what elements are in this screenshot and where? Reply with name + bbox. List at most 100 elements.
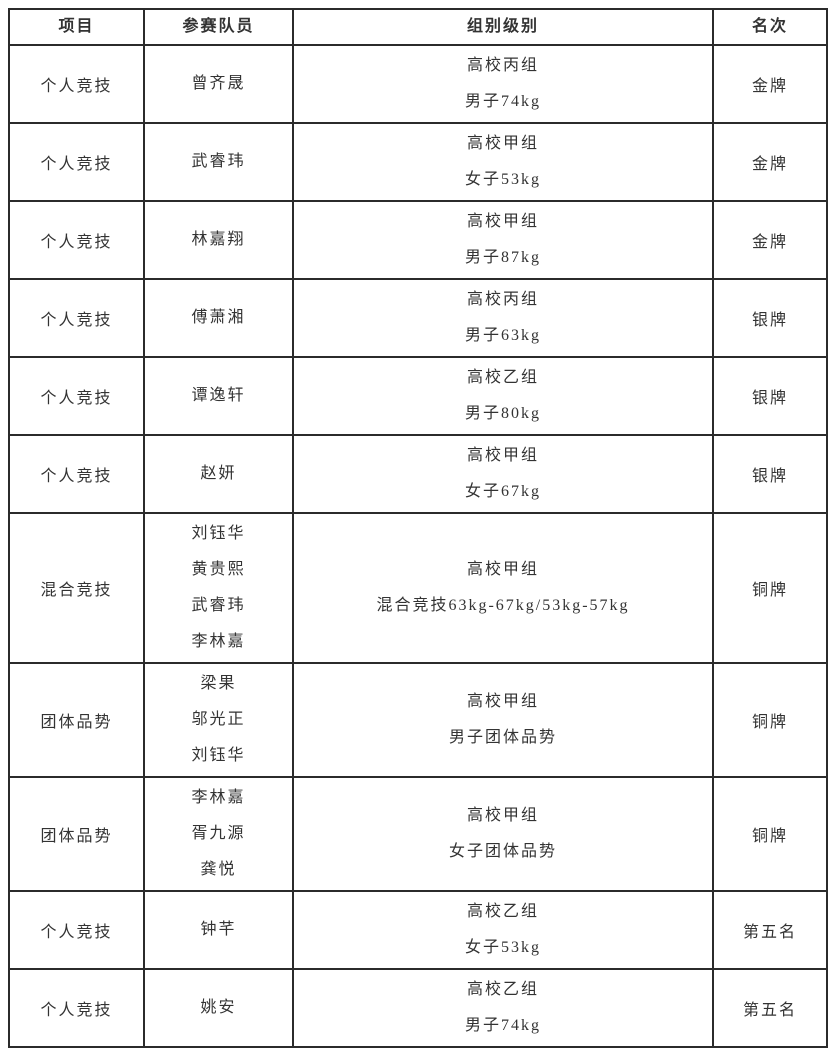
- event-cell: 个人竞技: [8, 200, 145, 280]
- group-cell: 高校丙组男子74kg: [292, 44, 714, 124]
- table-row: 个人竞技 姚安 高校乙组男子74kg 第五名: [8, 968, 828, 1048]
- rank-cell: 银牌: [712, 356, 828, 436]
- table-row: 个人竞技 谭逸轩 高校乙组男子80kg 银牌: [8, 356, 828, 436]
- members-cell: 梁果 邬光正 刘钰华: [143, 662, 294, 778]
- members-cell: 谭逸轩: [143, 356, 294, 436]
- header-event: 项目: [8, 8, 145, 46]
- members-cell: 钟芊: [143, 890, 294, 970]
- cell-line: 赵妍: [200, 465, 237, 482]
- cell-line: 男子74kg: [464, 93, 541, 110]
- cell-line: 李林嘉: [191, 789, 246, 806]
- rank-cell: 铜牌: [712, 662, 828, 778]
- members-cell: 姚安: [143, 968, 294, 1048]
- cell-line: 林嘉翔: [191, 231, 246, 248]
- cell-line: 女子53kg: [464, 171, 541, 188]
- event-cell: 个人竞技: [8, 890, 145, 970]
- cell-line: 男子63kg: [464, 327, 541, 344]
- cell-line: 龚悦: [200, 861, 237, 878]
- cell-line: 曾齐晟: [191, 75, 246, 92]
- rank-cell: 金牌: [712, 122, 828, 202]
- event-cell: 个人竞技: [8, 44, 145, 124]
- results-table-container: 项目 参赛队员 组别级别 名次 个人竞技 曾齐晟 高校丙组 男子74kg 金牌 个…: [8, 8, 831, 1048]
- table-body: 个人竞技 曾齐晟 高校丙组 男子74kg 金牌 个人竞技 武睿玮 高校甲组 女子53…: [8, 44, 828, 1048]
- header-rank: 名次: [712, 8, 828, 46]
- group-cell: 高校甲组女子团体品势: [292, 776, 714, 892]
- cell-line: 胥九源: [191, 825, 246, 842]
- cell-line: 高校丙组: [466, 57, 539, 74]
- cell-line: 男子80kg: [464, 405, 541, 422]
- members-cell: 傅萧湘: [143, 278, 294, 358]
- rank-cell: 金牌: [712, 200, 828, 280]
- cell-line: 女子团体品势: [448, 843, 557, 860]
- table-row: 混合竞技 刘钰华黄贵熙武睿玮李林嘉 高校甲组混合竞技63kg-67kg/53kg…: [8, 512, 828, 664]
- cell-line: 钟芊: [200, 921, 237, 938]
- table-row: 团体品势 梁果 邬光正 刘钰华 高校甲组男子团体品势 铜牌: [8, 662, 828, 778]
- group-cell: 高校乙组男子80kg: [292, 356, 714, 436]
- cell-line: 黄贵熙: [191, 561, 246, 578]
- cell-line: 武睿玮: [191, 153, 246, 170]
- table-row: 个人竞技 曾齐晟 高校丙组男子74kg 金牌: [8, 44, 828, 124]
- cell-line: 姚安: [200, 999, 237, 1016]
- group-cell: 高校丙组男子63kg: [292, 278, 714, 358]
- cell-line: 男子87kg: [464, 249, 541, 266]
- rank-cell: 第五名: [712, 890, 828, 970]
- rank-cell: 铜牌: [712, 512, 828, 664]
- event-cell: 团体品势: [8, 776, 145, 892]
- cell-line: 女子67kg: [464, 483, 541, 500]
- cell-line: 男子团体品势: [448, 729, 557, 746]
- cell-line: 高校甲组: [466, 807, 539, 824]
- cell-line: 刘钰华: [191, 525, 246, 542]
- cell-line: 梁果: [200, 675, 237, 692]
- event-cell: 个人竞技: [8, 968, 145, 1048]
- event-cell: 混合竞技: [8, 512, 145, 664]
- group-cell: 高校乙组男子74kg: [292, 968, 714, 1048]
- cell-line: 高校乙组: [466, 369, 539, 386]
- cell-line: 傅萧湘: [191, 309, 246, 326]
- event-cell: 个人竞技: [8, 356, 145, 436]
- results-table: 项目 参赛队员 组别级别 名次 个人竞技 曾齐晟 高校丙组 男子74kg 金牌 个…: [8, 8, 828, 1048]
- header-members: 参赛队员: [143, 8, 294, 46]
- members-cell: 李林嘉 胥九源 龚悦: [143, 776, 294, 892]
- rank-cell: 银牌: [712, 434, 828, 514]
- members-cell: 赵妍: [143, 434, 294, 514]
- cell-line: 混合竞技63kg-67kg/53kg-57kg: [376, 597, 630, 614]
- table-row: 个人竞技 傅萧湘 高校丙组男子63kg 银牌: [8, 278, 828, 358]
- event-cell: 个人竞技: [8, 434, 145, 514]
- cell-line: 谭逸轩: [191, 387, 246, 404]
- cell-line: 高校甲组: [466, 561, 539, 578]
- header-group: 组别级别: [292, 8, 714, 46]
- cell-line: 高校甲组: [466, 447, 539, 464]
- group-cell: 高校甲组男子团体品势: [292, 662, 714, 778]
- rank-cell: 银牌: [712, 278, 828, 358]
- cell-line: 高校甲组: [466, 135, 539, 152]
- event-cell: 个人竞技: [8, 278, 145, 358]
- rank-cell: 铜牌: [712, 776, 828, 892]
- group-cell: 高校甲组男子87kg: [292, 200, 714, 280]
- rank-cell: 第五名: [712, 968, 828, 1048]
- cell-line: 李林嘉: [191, 633, 246, 650]
- cell-line: 刘钰华: [191, 747, 246, 764]
- group-cell: 高校甲组女子53kg: [292, 122, 714, 202]
- event-cell: 团体品势: [8, 662, 145, 778]
- members-cell: 武睿玮: [143, 122, 294, 202]
- group-cell: 高校甲组女子67kg: [292, 434, 714, 514]
- table-row: 个人竞技 武睿玮 高校甲组女子53kg 金牌: [8, 122, 828, 202]
- members-cell: 刘钰华黄贵熙武睿玮李林嘉: [143, 512, 294, 664]
- table-row: 个人竞技 赵妍 高校甲组女子67kg 银牌: [8, 434, 828, 514]
- group-cell: 高校甲组混合竞技63kg-67kg/53kg-57kg: [292, 512, 714, 664]
- group-cell: 高校乙组 女子53kg: [292, 890, 714, 970]
- event-cell: 个人竞技: [8, 122, 145, 202]
- cell-line: 高校乙组: [466, 981, 539, 998]
- header-row: 项目 参赛队员 组别级别 名次: [8, 8, 828, 46]
- table-row: 个人竞技 林嘉翔 高校甲组男子87kg 金牌: [8, 200, 828, 280]
- cell-line: 高校丙组: [466, 291, 539, 308]
- members-cell: 曾齐晟: [143, 44, 294, 124]
- cell-line: 高校乙组: [466, 903, 539, 920]
- cell-line: 高校甲组: [466, 213, 539, 230]
- rank-cell: 金牌: [712, 44, 828, 124]
- cell-line: 男子74kg: [464, 1017, 541, 1034]
- cell-line: 武睿玮: [191, 597, 246, 614]
- table-row: 团体品势 李林嘉胥九源龚悦 高校甲组女子团体品势 铜牌: [8, 776, 828, 892]
- members-cell: 林嘉翔: [143, 200, 294, 280]
- cell-line: 高校甲组: [466, 693, 539, 710]
